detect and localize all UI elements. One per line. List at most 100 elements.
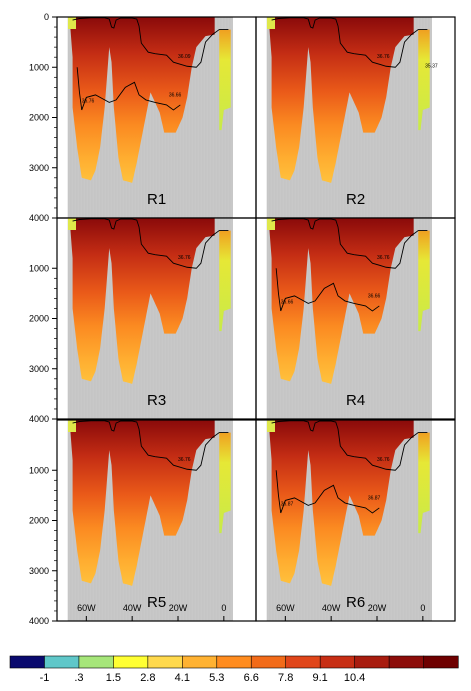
colorbar-label: 2.8: [140, 672, 155, 684]
panel-r6: 36.76 36.87 36.87 R6: [255, 419, 456, 622]
contour-label: 36.66: [169, 92, 182, 98]
panel-label: R4: [346, 392, 365, 409]
colorbar: -1 .3 1.5 2.8 4.1 5.3 6.6 7.8 9.1 10.4: [9, 655, 459, 684]
x-tick-label: 20W: [368, 603, 387, 613]
panel-r2: 36.76 35.37 R2: [255, 16, 456, 219]
y-tick-label: 4000: [29, 414, 49, 424]
panel-r5: 36.76 R5: [56, 419, 257, 622]
x-axis: 60W 40W 20W 0 60W 40W 20W 0: [77, 603, 425, 621]
colorbar-swatch: [388, 655, 425, 669]
x-tick-label: 20W: [169, 603, 188, 613]
contour-label: 36.09: [178, 54, 191, 60]
y-axis: 0 1000 2000 3000 4000 1000 2000 3000 4000 1000 200…: [29, 12, 57, 626]
colorbar-swatch: [285, 655, 321, 669]
eastern-boundary-field: [219, 29, 231, 131]
colorbar-label: 1.5: [106, 672, 121, 684]
panel-frame: [255, 217, 456, 420]
surface-patch: [267, 420, 275, 432]
contour-label: 36.66: [281, 299, 294, 305]
panel-label: R1: [147, 191, 166, 208]
salinity-contour-deep: [275, 470, 380, 514]
colorbar-label: 5.3: [209, 672, 224, 684]
x-tick-label: 0: [221, 603, 226, 613]
eastern-boundary-field: [418, 29, 430, 131]
eastern-boundary-field: [418, 432, 430, 534]
colorbar-label: 4.1: [175, 672, 190, 684]
salinity-contour: [72, 420, 229, 471]
contour-label: 36.76: [377, 54, 390, 60]
y-tick-label: 2000: [29, 516, 49, 526]
colorbar-swatch: [147, 655, 183, 669]
salinity-contour: [271, 17, 428, 68]
salinity-contour: [271, 420, 428, 471]
eastern-boundary-field: [219, 230, 231, 332]
y-tick-label: 1000: [29, 263, 49, 273]
contour-label: 36.87: [368, 495, 381, 501]
colorbar-label: .3: [74, 672, 83, 684]
y-tick-label: 2000: [29, 113, 49, 123]
colorbar-swatch: [319, 655, 356, 669]
x-tick-label: 40W: [123, 603, 142, 613]
surface-patch: [267, 218, 275, 230]
surface-patch: [68, 17, 76, 29]
y-tick-label: 3000: [29, 566, 49, 576]
colorbar-swatch: [182, 655, 218, 669]
panels-layer: 36.0936.7636.66R136.7635.37R236.76R336.7…: [56, 16, 456, 622]
colorbar-label: 6.6: [244, 672, 259, 684]
salinity-contour-deep: [76, 67, 181, 111]
temperature-field: [70, 420, 215, 586]
colorbar-label: 9.1: [313, 672, 328, 684]
temperature-field: [269, 17, 414, 183]
eastern-boundary-field: [219, 432, 231, 534]
y-tick-label: 1000: [29, 62, 49, 72]
colorbar-label: 10.4: [344, 672, 365, 684]
contour-label: 36.76: [178, 457, 191, 463]
contour-label: 36.66: [368, 293, 381, 299]
colorbar-swatch: [423, 655, 459, 669]
salinity-contour-deep: [275, 268, 380, 312]
y-tick-label: 3000: [29, 364, 49, 374]
colorbar-swatch: [354, 655, 390, 669]
y-tick-label: 4000: [29, 213, 49, 223]
panel-label: R2: [346, 191, 365, 208]
panel-r3: 36.76 R3: [56, 217, 257, 420]
y-tick-label: 3000: [29, 163, 49, 173]
salinity-contour: [271, 218, 428, 269]
y-tick-label: 0: [44, 12, 49, 22]
surface-patch: [267, 17, 275, 29]
salinity-contour: [72, 17, 229, 68]
panel-label: R3: [147, 392, 166, 409]
y-tick-label: 2000: [29, 314, 49, 324]
eastern-boundary-field: [418, 230, 430, 332]
x-tick-label: 60W: [276, 603, 295, 613]
contour-label: 36.87: [281, 501, 294, 507]
contour-label: 36.76: [377, 255, 390, 261]
temperature-field: [70, 218, 215, 384]
panel-frame: [255, 419, 456, 622]
contour-label: 35.37: [425, 63, 438, 69]
panel-r1: 36.09 36.76 36.66 R1: [56, 16, 257, 219]
colorbar-swatch: [250, 655, 287, 669]
colorbar-swatch: [44, 655, 80, 669]
contour-label: 36.76: [377, 457, 390, 463]
surface-patch: [68, 218, 76, 230]
colorbar-label: -1: [40, 672, 50, 684]
colorbar-swatch: [216, 655, 252, 669]
salinity-contour: [72, 218, 229, 269]
temperature-field: [269, 420, 414, 586]
panel-label: R6: [346, 594, 365, 611]
colorbar-swatch: [113, 655, 149, 669]
x-tick-label: 60W: [77, 603, 96, 613]
x-tick-label: 0: [420, 603, 425, 613]
y-tick-label: 1000: [29, 465, 49, 475]
y-tick-label: 4000: [29, 616, 49, 626]
contour-label: 36.76: [82, 98, 95, 104]
x-tick-label: 40W: [322, 603, 341, 613]
colorbar-swatch: [78, 655, 114, 669]
temperature-field: [70, 17, 215, 183]
temperature-field: [269, 218, 414, 384]
colorbar-label: 7.8: [278, 672, 293, 684]
panel-r4: 36.76 36.66 36.66 R4: [255, 217, 456, 420]
surface-patch: [68, 420, 76, 432]
